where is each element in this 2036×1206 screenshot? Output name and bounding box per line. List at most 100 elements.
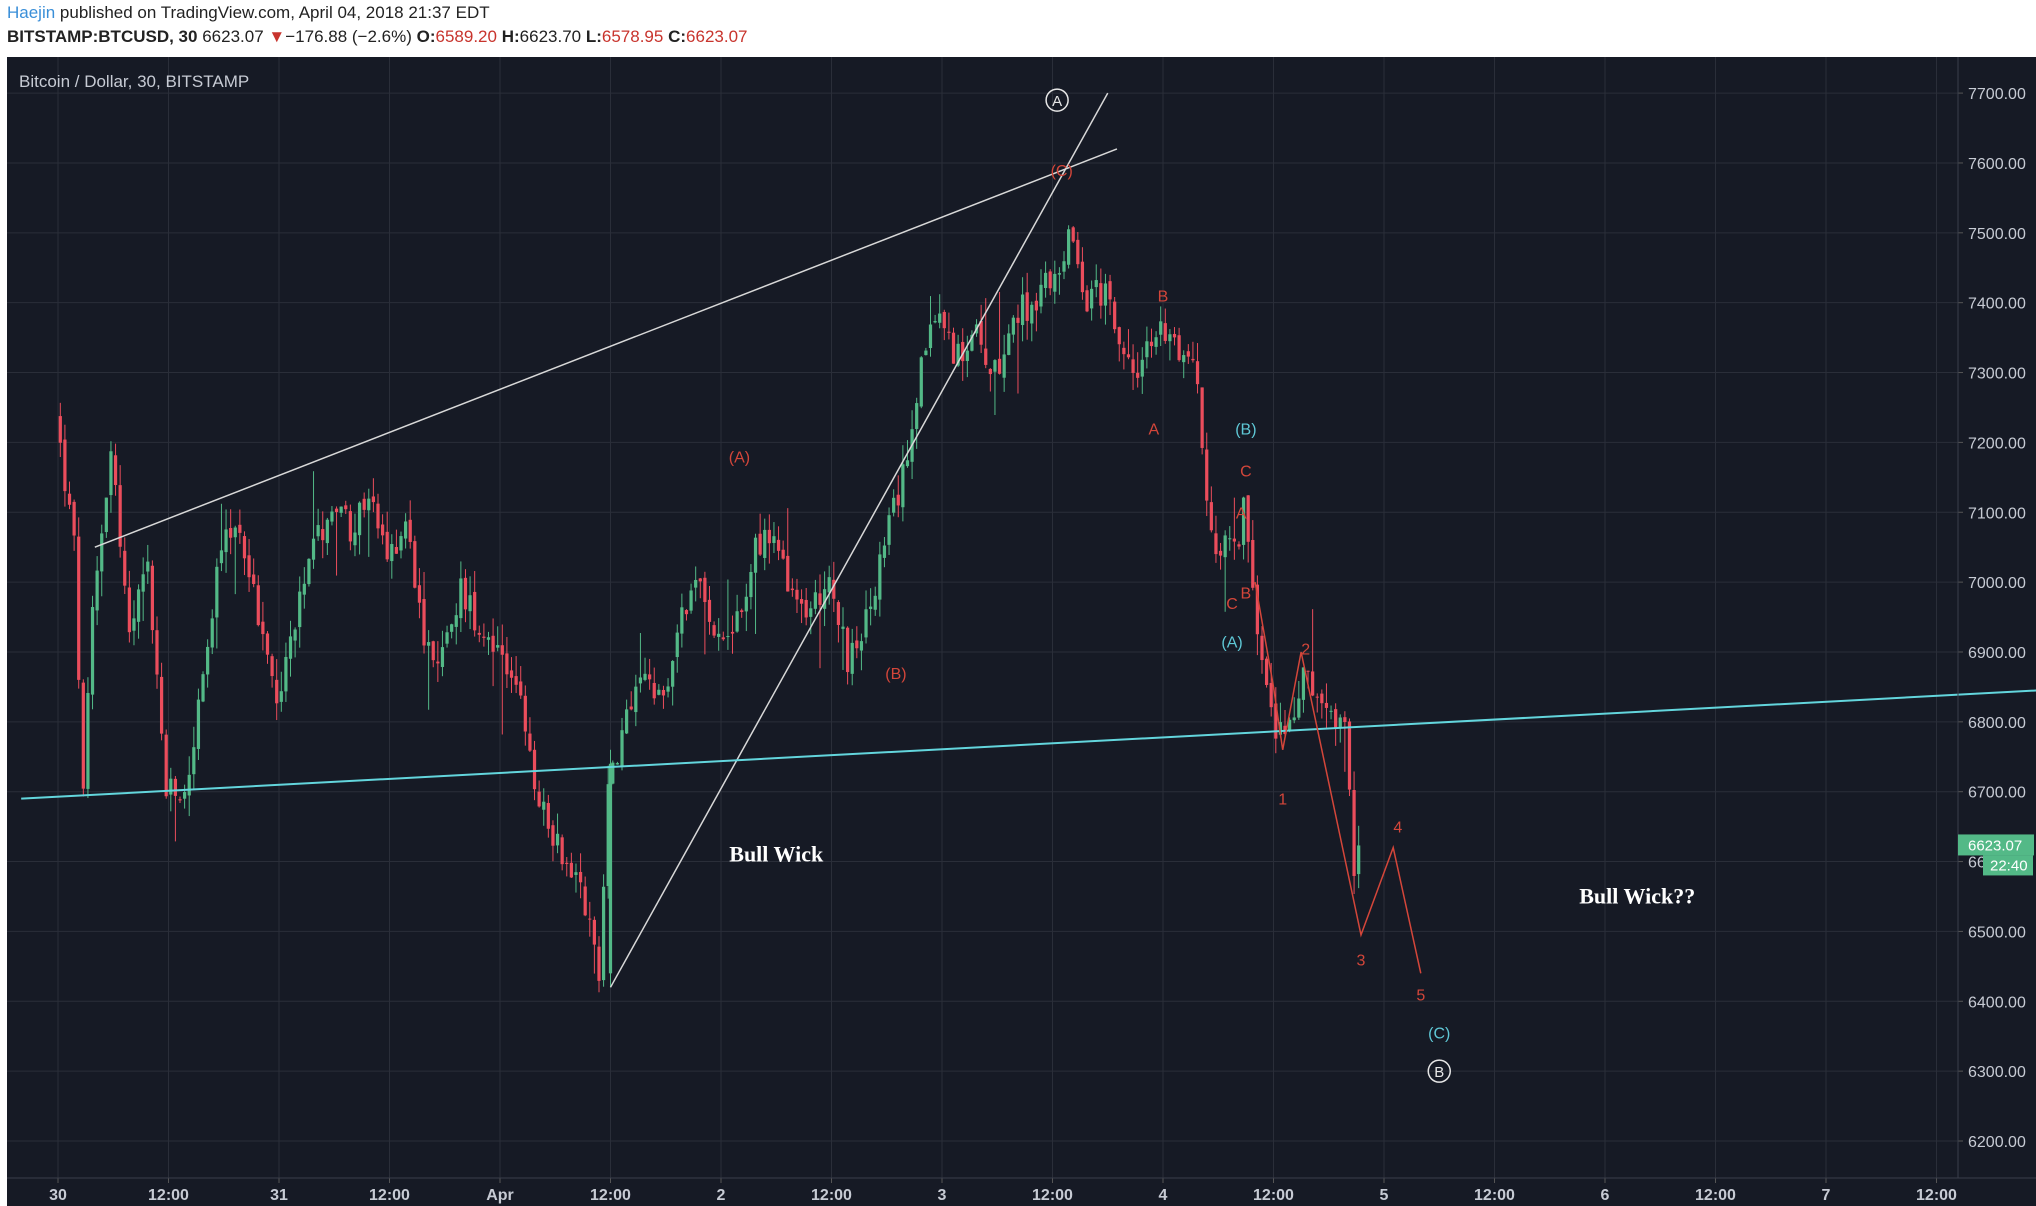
candle-body bbox=[615, 763, 620, 765]
candle-body bbox=[532, 749, 537, 790]
candle-body bbox=[1288, 719, 1292, 732]
y-tick-label: 7200.00 bbox=[1968, 435, 2026, 452]
bull-wick-candle-body bbox=[608, 763, 613, 974]
candle-body bbox=[680, 607, 684, 634]
candle-body bbox=[740, 610, 744, 612]
candle-body bbox=[187, 774, 191, 796]
candle-body bbox=[445, 632, 449, 644]
candle-body bbox=[325, 519, 329, 544]
white-trendline bbox=[94, 148, 1118, 548]
candle-body bbox=[67, 493, 72, 505]
y-tick-label: 6400.00 bbox=[1968, 994, 2026, 1011]
y-tick-label: 6300.00 bbox=[1968, 1064, 2026, 1081]
candle-body bbox=[302, 583, 306, 595]
candle-body bbox=[1140, 359, 1144, 377]
candle-body bbox=[726, 636, 730, 638]
candle-body bbox=[542, 801, 546, 810]
candle-body bbox=[924, 350, 928, 356]
candle-body bbox=[1030, 304, 1034, 324]
candle-body bbox=[869, 606, 873, 609]
wave-label: (A) bbox=[1221, 635, 1242, 652]
candle-body bbox=[1117, 327, 1121, 345]
candle-body bbox=[597, 946, 601, 981]
candle-body bbox=[72, 501, 76, 536]
candle-body bbox=[1311, 671, 1315, 696]
candle-body bbox=[1071, 227, 1075, 242]
low-label: L: bbox=[585, 27, 602, 46]
candle-body bbox=[316, 525, 320, 537]
candle-body bbox=[841, 626, 845, 629]
candle-body bbox=[1126, 354, 1131, 358]
change-arrow-icon: ▼ bbox=[268, 27, 286, 46]
high-value: 6623.70 bbox=[519, 27, 582, 46]
candle-body bbox=[376, 503, 380, 529]
candle-body bbox=[468, 595, 472, 612]
candle-body bbox=[620, 730, 624, 767]
note-label: Bull Wick bbox=[729, 842, 824, 867]
candle-body bbox=[1080, 261, 1085, 293]
candle-body bbox=[997, 358, 1002, 374]
wave-label: B bbox=[1158, 289, 1169, 306]
wave-label: A bbox=[1148, 421, 1159, 438]
y-tick-label: 6900.00 bbox=[1968, 645, 2026, 662]
candle-body bbox=[450, 624, 454, 632]
plot-area bbox=[7, 57, 1958, 1178]
candle-body bbox=[146, 561, 150, 572]
wave-circle bbox=[1427, 1059, 1451, 1083]
author-link[interactable]: Haejin bbox=[7, 3, 56, 22]
y-tick-label: 7300.00 bbox=[1968, 366, 2026, 383]
candle-body bbox=[196, 699, 201, 749]
candle-body bbox=[141, 574, 145, 592]
wave-label: A bbox=[1236, 505, 1247, 522]
candle-body bbox=[795, 589, 799, 600]
candle-body bbox=[1352, 790, 1356, 876]
candle-body bbox=[1108, 281, 1112, 300]
close-value: 6623.07 bbox=[686, 27, 748, 46]
candle-body bbox=[155, 630, 159, 675]
candle-body bbox=[901, 464, 905, 508]
candle-body bbox=[827, 577, 831, 593]
x-tick-label: 12:00 bbox=[590, 1187, 631, 1204]
candle-body bbox=[1177, 335, 1181, 361]
candle-body bbox=[961, 341, 965, 362]
candle-body bbox=[1145, 341, 1149, 358]
time-scale bbox=[7, 1178, 2036, 1206]
candle-body bbox=[574, 872, 578, 875]
candle-body bbox=[348, 511, 352, 542]
candle-body bbox=[1011, 317, 1015, 335]
wave-label: C bbox=[1226, 596, 1238, 613]
candle-body bbox=[288, 636, 293, 659]
cyan-trendline bbox=[21, 689, 2036, 800]
candle-body bbox=[1099, 283, 1103, 306]
candle-body bbox=[233, 527, 237, 538]
candle-body bbox=[104, 497, 108, 533]
candle-body bbox=[367, 498, 371, 511]
candle-body bbox=[578, 871, 583, 883]
candle-body bbox=[334, 508, 339, 513]
candle-body bbox=[859, 641, 864, 651]
candle-body bbox=[210, 618, 214, 648]
x-tick-label: Apr bbox=[486, 1187, 514, 1204]
candle-body bbox=[799, 599, 804, 604]
candle-body bbox=[86, 692, 90, 789]
candle-body bbox=[546, 803, 550, 829]
y-tick-label: 7000.00 bbox=[1968, 575, 2026, 592]
candle-body bbox=[551, 825, 555, 846]
wave-label: C bbox=[1240, 463, 1252, 480]
candle-body bbox=[753, 537, 758, 573]
publish-info: Haejin published on TradingView.com, Apr… bbox=[7, 3, 490, 23]
candle-body bbox=[873, 595, 877, 610]
candle-body bbox=[818, 593, 822, 605]
white-trendline bbox=[609, 92, 1109, 988]
symbol-summary: BITSTAMP:BTCUSD, 30 6623.07 ▼−176.88 (−2… bbox=[7, 27, 747, 47]
candle-body bbox=[206, 646, 210, 675]
candle-body bbox=[822, 589, 827, 609]
candle-body bbox=[804, 599, 808, 618]
candle-body bbox=[763, 529, 767, 558]
candle-body bbox=[459, 578, 463, 619]
candle-body bbox=[159, 676, 164, 734]
candle-body bbox=[242, 536, 247, 559]
candle-body bbox=[675, 632, 679, 658]
candle-body bbox=[528, 733, 532, 751]
